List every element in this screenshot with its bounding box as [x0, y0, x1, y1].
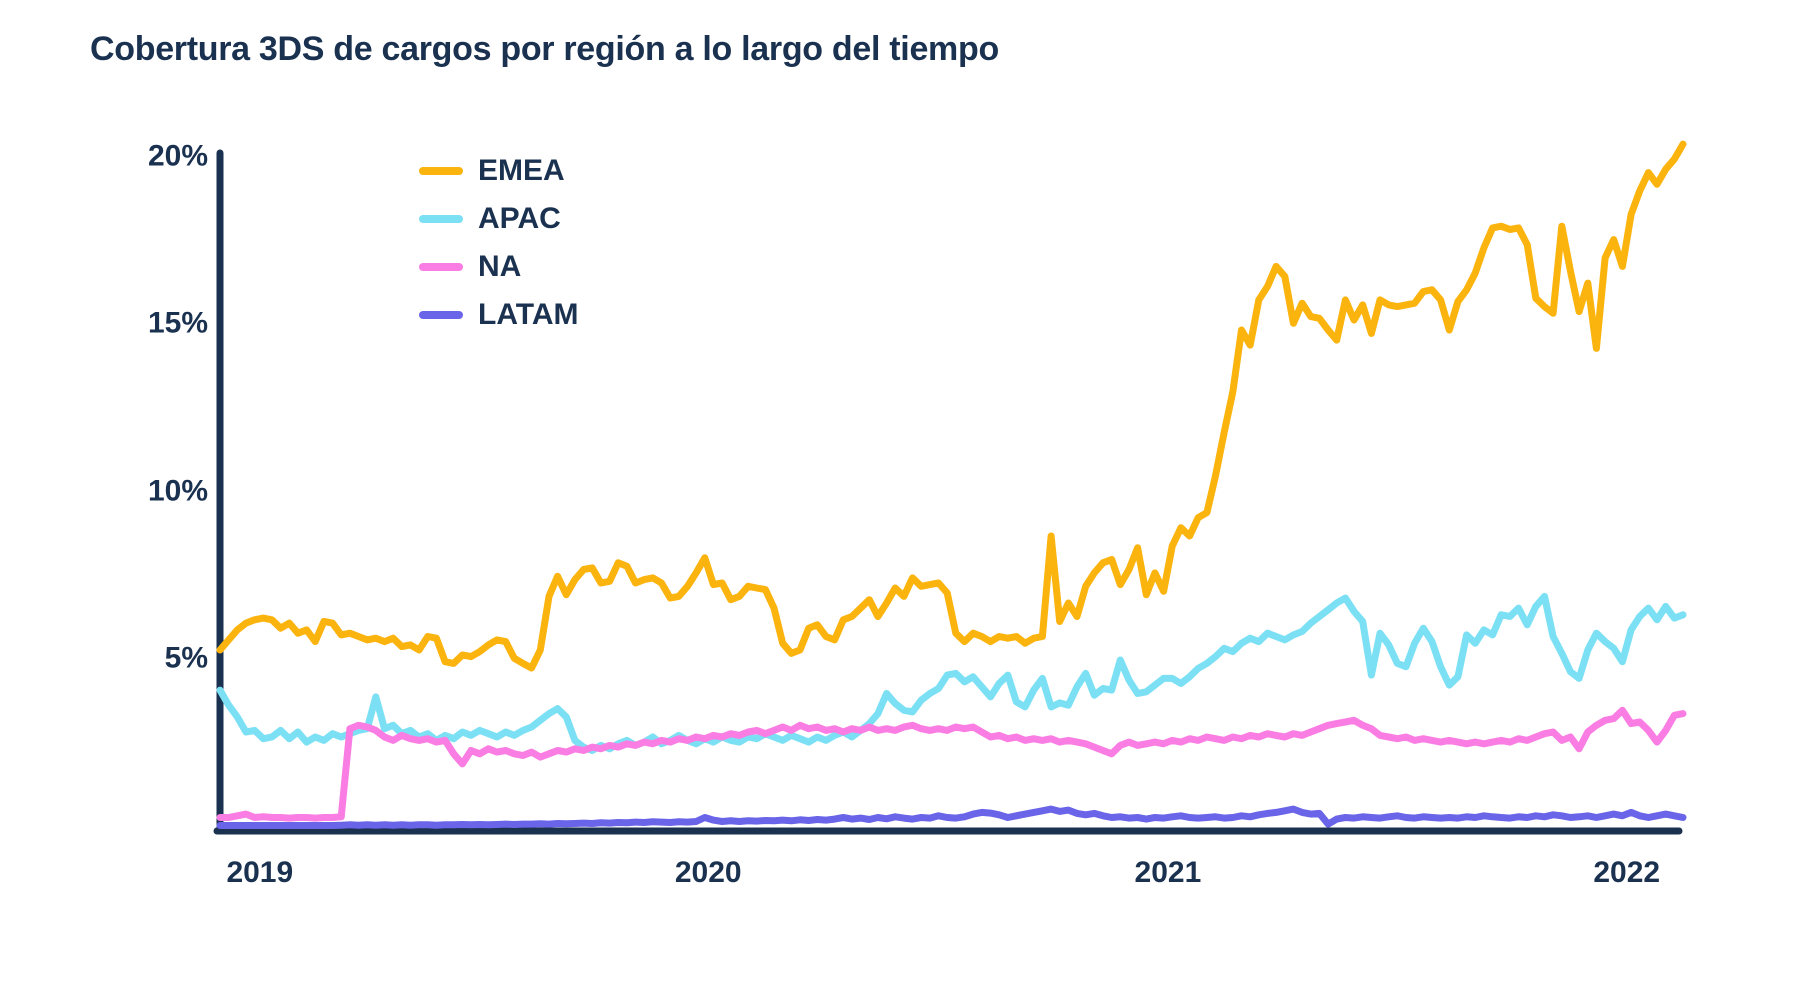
page-title: Cobertura 3DS de cargos por región a lo … — [90, 30, 999, 68]
legend-label-apac: APAC — [478, 201, 561, 235]
legend-label-emea: EMEA — [478, 153, 565, 187]
legend-item-latam: LATAM — [419, 297, 579, 331]
legend-label-latam: LATAM — [478, 297, 579, 331]
y-axis-label-5: 5% — [164, 641, 208, 675]
legend-swatch-apac — [419, 214, 463, 223]
x-axis-label-2020: 2020 — [674, 856, 742, 889]
legend-swatch-emea — [419, 166, 463, 175]
legend-label-na: NA — [478, 249, 522, 283]
series-line-na — [216, 706, 1687, 822]
y-axis-label-10: 10% — [147, 474, 208, 508]
x-axis-label-2022: 2022 — [1593, 856, 1661, 889]
x-axis-label-2019: 2019 — [226, 856, 294, 889]
legend-item-emea: EMEA — [419, 153, 579, 187]
y-axis-label-20: 20% — [147, 139, 208, 173]
legend-item-apac: APAC — [419, 201, 579, 235]
series-line-emea — [216, 140, 1687, 672]
x-axis-label-2021: 2021 — [1134, 856, 1202, 889]
legend-item-na: NA — [419, 249, 579, 283]
y-axis-label-15: 15% — [147, 306, 208, 340]
legend-swatch-na — [419, 262, 463, 271]
series-line-latam — [216, 805, 1687, 829]
legend: EMEA APAC NA LATAM — [419, 153, 579, 331]
legend-swatch-latam — [419, 310, 463, 319]
series-line-apac — [216, 592, 1687, 754]
